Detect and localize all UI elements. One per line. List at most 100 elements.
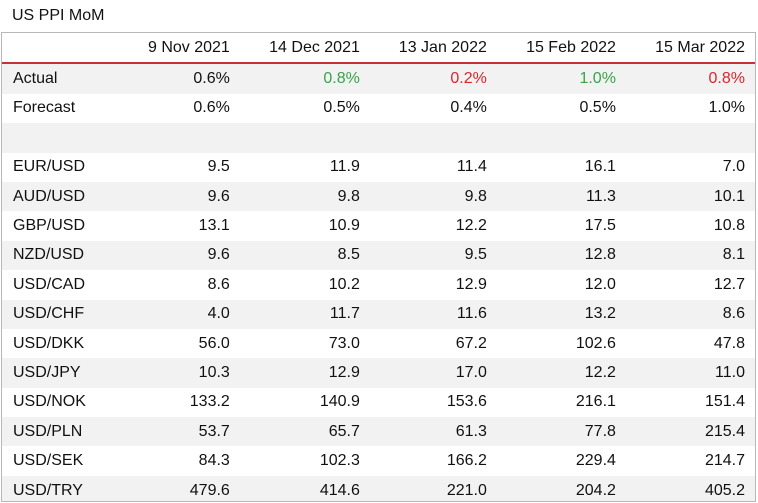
- pair-value: 215.4: [704, 422, 745, 440]
- pair-value: 56.0: [198, 334, 230, 352]
- spacer-cell: [2, 123, 120, 152]
- pair-label: EUR/USD: [13, 158, 86, 176]
- spacer-cell: [240, 123, 370, 152]
- pair-value: 405.2: [704, 481, 745, 499]
- forecast-value: 0.6%: [193, 99, 230, 117]
- pair-value: 10.3: [198, 363, 230, 381]
- pair-value: 10.1: [713, 187, 745, 205]
- pair-label: AUD/USD: [13, 187, 86, 205]
- forecast-row: Forecast 0.6% 0.5% 0.4% 0.5% 1.0%: [2, 93, 755, 124]
- pair-value: 8.6: [722, 305, 745, 323]
- pair-value: 12.9: [328, 363, 360, 381]
- pair-value: 12.2: [584, 363, 616, 381]
- pair-value: 479.6: [189, 481, 230, 499]
- pair-value: 11.4: [456, 158, 487, 176]
- pair-label: USD/NOK: [13, 393, 86, 411]
- pair-value: 61.3: [455, 422, 487, 440]
- pair-value: 204.2: [575, 481, 616, 499]
- column-header: 9 Nov 2021: [147, 38, 230, 56]
- pair-value: 65.7: [328, 422, 360, 440]
- pair-value: 9.8: [464, 187, 487, 205]
- pair-value: 9.5: [464, 246, 487, 264]
- table-row: USD/TRY 479.6 414.6 221.0 204.2 405.2: [2, 475, 755, 501]
- pair-value: 11.9: [329, 158, 360, 176]
- table-row: USD/CHF 4.0 11.7 11.6 13.2 8.6: [2, 299, 755, 329]
- pair-value: 9.8: [337, 187, 360, 205]
- table-row: AUD/USD 9.6 9.8 9.8 11.3 10.1: [2, 181, 755, 212]
- table-row: NZD/USD 9.6 8.5 9.5 12.8 8.1: [2, 240, 755, 271]
- pair-value: 4.0: [207, 305, 230, 323]
- pair-value: 7.0: [722, 158, 745, 176]
- forecast-value: 0.5%: [323, 99, 360, 117]
- pair-value: 11.0: [715, 363, 745, 381]
- pair-value: 12.2: [455, 217, 487, 235]
- pair-value: 8.6: [207, 275, 230, 293]
- spacer-cell: [497, 123, 626, 152]
- table-row: USD/CAD 8.6 10.2 12.9 12.0 12.7: [2, 270, 755, 300]
- forecast-value: 1.0%: [708, 99, 745, 117]
- pair-value: 12.9: [455, 275, 487, 293]
- column-header: 13 Jan 2022: [398, 38, 487, 56]
- pair-value: 10.2: [328, 275, 360, 293]
- forecast-value: 0.4%: [450, 99, 487, 117]
- actual-value: 0.8%: [708, 70, 745, 88]
- pair-label: USD/TRY: [13, 481, 83, 499]
- pair-value: 9.6: [207, 246, 230, 264]
- pair-value: 11.7: [329, 305, 360, 323]
- pair-value: 10.8: [713, 217, 745, 235]
- pair-value: 166.2: [446, 452, 487, 470]
- pair-value: 67.2: [455, 334, 487, 352]
- pair-value: 10.9: [328, 217, 360, 235]
- pair-label: USD/SEK: [13, 452, 84, 470]
- pair-value: 13.2: [584, 305, 616, 323]
- pair-value: 17.0: [455, 363, 487, 381]
- pair-value: 12.0: [584, 275, 616, 293]
- table-header: 9 Nov 2021 14 Dec 2021 13 Jan 2022 15 Fe…: [2, 33, 755, 64]
- pair-value: 102.6: [575, 334, 616, 352]
- table-row: GBP/USD 13.1 10.9 12.2 17.5 10.8: [2, 211, 755, 241]
- spacer-row: [2, 123, 755, 153]
- pair-value: 216.1: [575, 393, 616, 411]
- pair-value: 214.7: [704, 452, 745, 470]
- pair-value: 17.5: [584, 217, 616, 235]
- pair-value: 414.6: [319, 481, 360, 499]
- table-row: USD/PLN 53.7 65.7 61.3 77.8 215.4: [2, 417, 755, 447]
- pair-value: 229.4: [575, 452, 616, 470]
- pair-value: 16.1: [584, 158, 616, 176]
- row-label-forecast: Forecast: [13, 99, 76, 117]
- pair-value: 53.7: [198, 422, 230, 440]
- pair-label: GBP/USD: [13, 217, 86, 235]
- actual-value: 1.0%: [579, 70, 616, 88]
- pair-label: USD/JPY: [13, 363, 81, 381]
- forecast-value: 0.5%: [579, 99, 616, 117]
- row-label-actual: Actual: [13, 70, 58, 88]
- spacer-cell: [370, 123, 497, 152]
- actual-value: 0.2%: [450, 70, 487, 88]
- header-corner: [2, 33, 120, 63]
- page-title: US PPI MoM: [12, 7, 105, 24]
- pair-value: 77.8: [584, 422, 616, 440]
- pair-value: 11.6: [456, 305, 487, 323]
- pair-value: 8.5: [337, 246, 360, 264]
- table-row: USD/SEK 84.3 102.3 166.2 229.4 214.7: [2, 446, 755, 476]
- pair-value: 13.1: [198, 217, 230, 235]
- ppi-table: 9 Nov 2021 14 Dec 2021 13 Jan 2022 15 Fe…: [2, 33, 755, 501]
- pair-value: 221.0: [446, 481, 487, 499]
- table-row: USD/NOK 133.2 140.9 153.6 216.1 151.4: [2, 387, 755, 418]
- pair-label: USD/PLN: [13, 422, 83, 440]
- pair-value: 140.9: [319, 393, 360, 411]
- spacer-cell: [120, 123, 240, 152]
- pair-label: USD/DKK: [13, 334, 85, 352]
- pair-value: 8.1: [722, 246, 745, 264]
- actual-value: 0.8%: [323, 70, 360, 88]
- table-row: USD/JPY 10.3 12.9 17.0 12.2 11.0: [2, 358, 755, 388]
- pair-value: 47.8: [713, 334, 745, 352]
- pair-value: 12.7: [713, 275, 745, 293]
- pair-value: 11.3: [585, 187, 616, 205]
- pair-value: 84.3: [198, 452, 230, 470]
- header-row: 9 Nov 2021 14 Dec 2021 13 Jan 2022 15 Fe…: [2, 33, 755, 64]
- actual-value: 0.6%: [193, 70, 230, 88]
- column-header: 15 Feb 2022: [526, 38, 616, 56]
- pair-value: 102.3: [319, 452, 360, 470]
- pair-value: 9.5: [207, 158, 230, 176]
